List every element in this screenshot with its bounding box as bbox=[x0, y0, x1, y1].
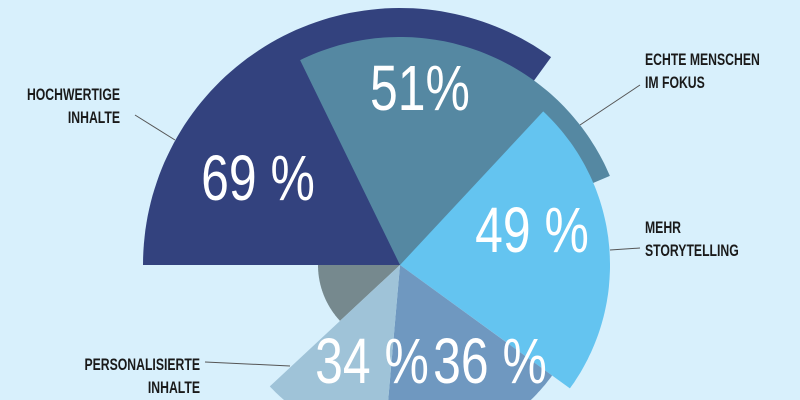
value-label: 34 % bbox=[315, 326, 429, 397]
leader-line bbox=[204, 361, 291, 367]
value-label: 51% bbox=[370, 53, 470, 124]
leader-line bbox=[609, 247, 641, 251]
category-label: ECHTE MENSCHEN bbox=[645, 51, 760, 69]
slice-3 bbox=[388, 265, 553, 400]
leader-line bbox=[579, 84, 641, 126]
slice-4 bbox=[269, 265, 400, 400]
slice-2 bbox=[400, 111, 610, 389]
category-label: MEHR bbox=[645, 219, 681, 237]
category-label: INHALTE bbox=[148, 379, 200, 397]
category-label: INHALTE bbox=[68, 109, 120, 127]
leader-line bbox=[134, 114, 176, 141]
value-label: 49 % bbox=[475, 195, 589, 266]
category-label: STORYTELLING bbox=[645, 242, 739, 260]
category-label: HOCHWERTIGE bbox=[27, 86, 120, 104]
slice-5 bbox=[318, 265, 400, 321]
value-label: 36 % bbox=[433, 326, 547, 397]
value-label: 69 % bbox=[201, 143, 315, 214]
category-label: PERSONALISIERTE bbox=[84, 356, 200, 374]
category-label: IM FOKUS bbox=[645, 74, 705, 92]
